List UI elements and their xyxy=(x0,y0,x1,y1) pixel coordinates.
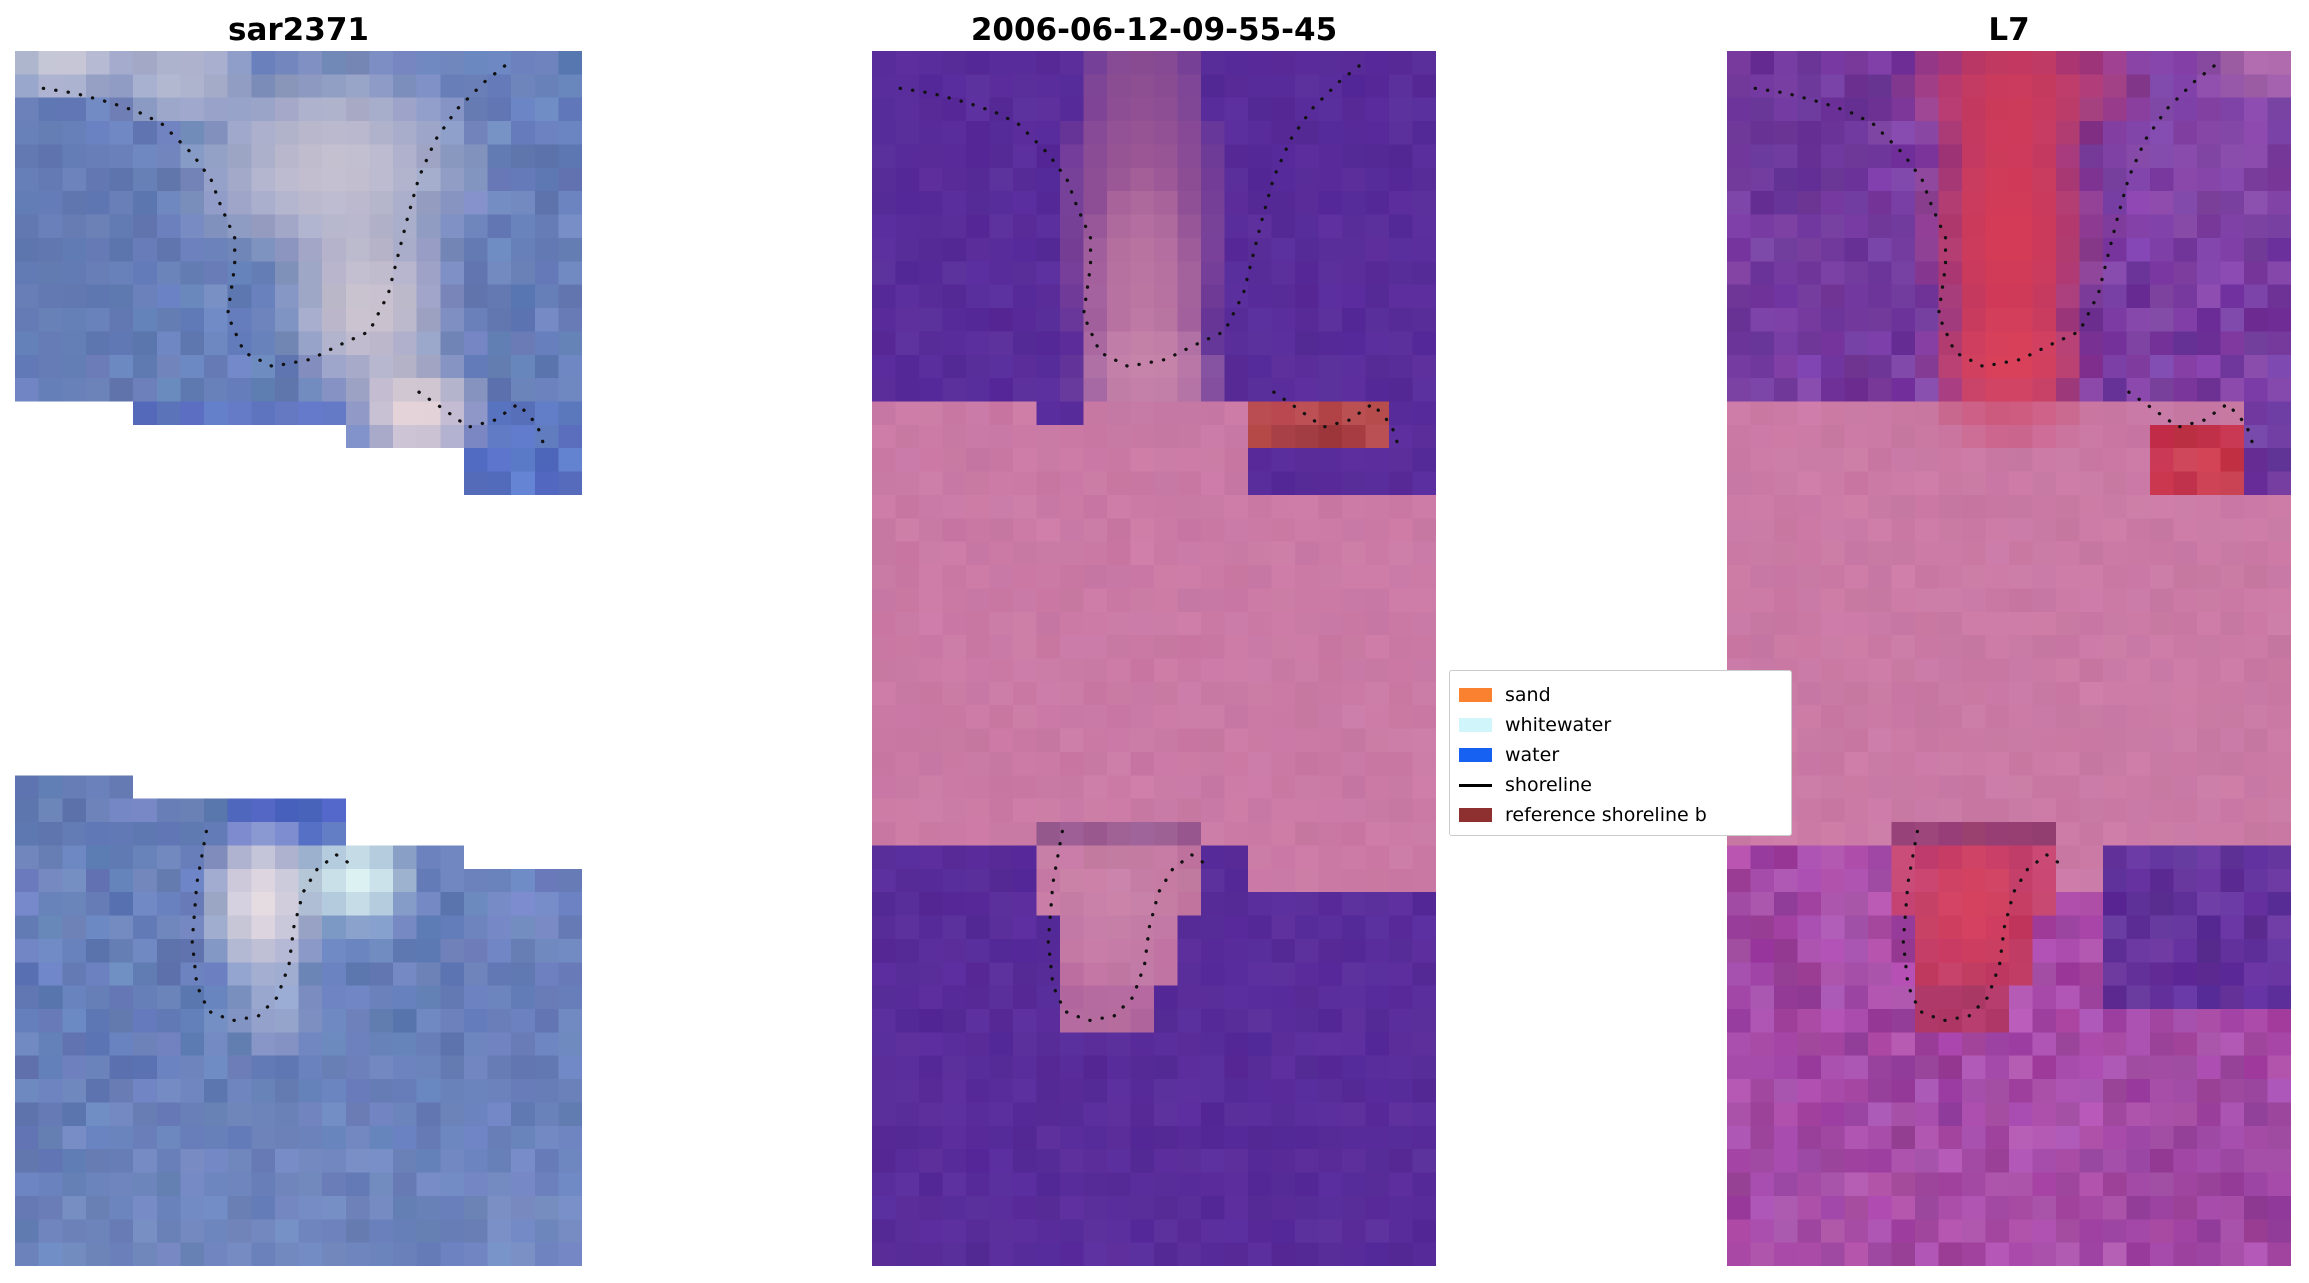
shoreline-line-swatch xyxy=(1459,783,1492,787)
panel-title-date: 2006-06-12-09-55-45 xyxy=(970,12,1338,48)
legend-label: sand xyxy=(1505,684,1551,706)
classified-image-canvas xyxy=(872,51,1436,1266)
upper-shoreline-dots xyxy=(1753,61,2220,369)
sar-shoreline-overlay xyxy=(41,61,549,1023)
legend-item-water: water xyxy=(1459,740,1791,770)
panel-sar-image xyxy=(15,51,582,1266)
lagoon-shoreline-dots xyxy=(1901,829,2063,1023)
band-edge-shoreline-dots xyxy=(417,390,549,455)
legend-item-shoreline: shoreline xyxy=(1459,770,1791,800)
color-swatch xyxy=(1459,808,1492,822)
color-swatch xyxy=(1459,748,1492,762)
color-swatch xyxy=(1459,688,1492,702)
color-swatch xyxy=(1459,718,1492,732)
panel-title-sar2371: sar2371 xyxy=(228,12,369,48)
legend-label: water xyxy=(1505,744,1560,766)
band-edge-shoreline-dots xyxy=(2127,390,2258,455)
panel-title-l7: L7 xyxy=(1988,12,2030,48)
classified-shoreline-overlay xyxy=(898,61,1403,1023)
upper-shoreline-dots xyxy=(898,61,1365,369)
legend-label: whitewater xyxy=(1505,714,1612,736)
panel-l7-image xyxy=(1727,51,2291,1266)
legend-item-whitewater: whitewater xyxy=(1459,710,1791,740)
l7-shoreline-overlay xyxy=(1753,61,2258,1023)
l7-image-canvas xyxy=(1727,51,2291,1266)
legend-label: shoreline xyxy=(1505,774,1592,796)
legend-item-reference: reference shoreline b xyxy=(1459,800,1791,830)
lagoon-shoreline-dots xyxy=(190,829,353,1023)
sar-image-canvas xyxy=(15,51,582,1266)
lagoon-shoreline-dots xyxy=(1046,829,1208,1023)
band-edge-shoreline-dots xyxy=(1272,390,1403,455)
upper-shoreline-dots xyxy=(41,61,511,369)
panel-classified-image xyxy=(872,51,1436,1266)
legend-box: sand whitewater water shoreline reference sh… xyxy=(1449,670,1792,836)
legend-item-sand: sand xyxy=(1459,680,1791,710)
legend-label: reference shoreline b xyxy=(1505,804,1707,826)
